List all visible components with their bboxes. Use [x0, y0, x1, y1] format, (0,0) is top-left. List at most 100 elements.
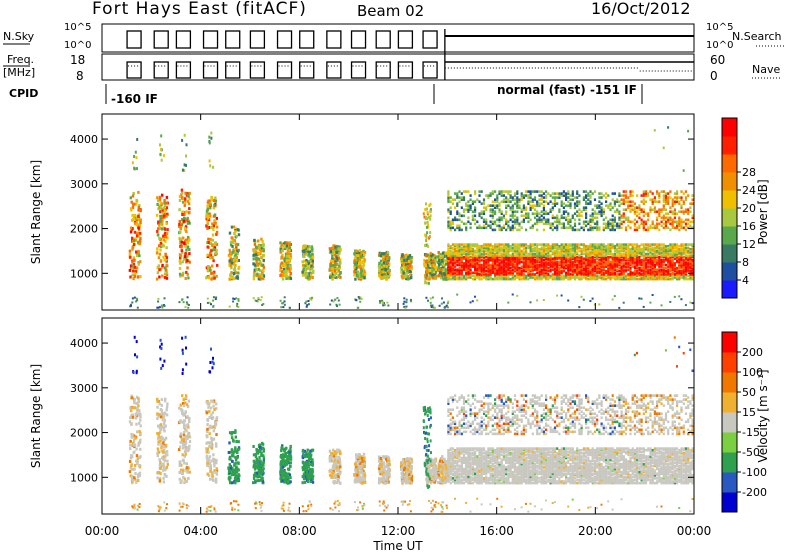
range-cell	[498, 220, 501, 224]
range-cell	[520, 220, 523, 224]
range-cell	[682, 251, 685, 254]
range-cell	[651, 274, 654, 278]
range-cell	[437, 261, 440, 265]
range-cell	[454, 276, 457, 279]
range-cell	[525, 243, 528, 246]
range-cell	[667, 249, 670, 253]
range-cell	[129, 264, 133, 268]
range-cell	[311, 261, 314, 265]
range-cell	[627, 262, 630, 265]
range-cell	[480, 266, 483, 270]
range-cell	[480, 263, 483, 267]
range-cell	[680, 262, 683, 265]
range-cell	[430, 263, 434, 267]
range-cell	[502, 251, 505, 254]
range-cell	[449, 226, 452, 230]
range-cell	[509, 249, 512, 253]
range-cell	[363, 250, 367, 254]
range-cell	[307, 253, 310, 257]
range-cell	[613, 254, 616, 257]
range-cell	[538, 202, 541, 205]
range-cell	[536, 246, 539, 250]
range-cell	[556, 263, 559, 267]
range-cell	[662, 222, 665, 226]
range-cell	[231, 236, 234, 240]
range-cell	[507, 198, 510, 201]
range-cell	[664, 251, 668, 254]
range-cell	[469, 276, 472, 279]
range-cell	[589, 244, 592, 248]
range-cell	[520, 273, 523, 276]
range-cell	[507, 251, 510, 254]
range-cell	[434, 270, 438, 274]
range-cell	[567, 273, 570, 276]
range-cell	[678, 228, 681, 232]
range-cell	[471, 216, 474, 220]
range-cell	[560, 259, 563, 262]
range-cell	[522, 208, 525, 211]
range-cell	[587, 192, 590, 195]
range-cell	[587, 248, 590, 251]
range-cell	[578, 200, 581, 203]
range-cell	[460, 254, 463, 257]
range-cell	[478, 224, 481, 228]
range-cell	[613, 244, 616, 248]
range-cell	[235, 227, 238, 231]
range-cell	[598, 254, 601, 257]
range-cell	[474, 218, 477, 222]
range-cell	[598, 265, 601, 268]
range-cell	[500, 254, 503, 257]
range-cell	[205, 212, 208, 216]
range-cell	[491, 277, 494, 281]
range-cell	[587, 263, 590, 267]
range-cell	[644, 266, 648, 270]
range-cell	[593, 266, 597, 270]
range-cell	[163, 297, 166, 300]
range-cell	[233, 247, 236, 251]
range-cell	[593, 198, 597, 201]
range-cell	[487, 265, 490, 268]
range-cell	[636, 214, 639, 218]
range-cell	[576, 204, 579, 207]
range-cell	[511, 208, 514, 211]
range-cell	[576, 244, 579, 248]
range-cell	[556, 246, 559, 250]
range-cell	[536, 266, 539, 270]
range-cell	[611, 266, 614, 270]
range-cell	[462, 262, 466, 265]
range-cell	[551, 251, 554, 254]
range-cell	[207, 237, 210, 241]
range-cell	[593, 248, 597, 251]
range-cell	[307, 303, 310, 306]
range-cell	[671, 260, 674, 264]
range-cell	[465, 204, 468, 207]
range-cell	[662, 269, 665, 273]
range-cell	[669, 246, 672, 250]
range-cell	[669, 262, 672, 265]
range-cell	[598, 274, 601, 278]
range-cell	[482, 271, 486, 275]
range-cell	[446, 306, 449, 309]
range-cell	[658, 246, 661, 250]
range-cell	[618, 249, 621, 253]
range-cell	[644, 273, 648, 276]
range-cell	[662, 259, 665, 262]
range-cell	[533, 204, 537, 207]
range-cell	[576, 268, 579, 271]
range-cell	[547, 277, 550, 281]
range-cell	[262, 274, 265, 278]
cpid-segment-1: -160 IF	[111, 92, 158, 106]
range-cell	[129, 230, 133, 234]
range-cell	[476, 276, 479, 279]
range-cell	[460, 277, 463, 281]
range-cell	[478, 274, 481, 278]
range-cell	[357, 296, 360, 298]
range-cell	[230, 271, 233, 275]
nsky-block	[397, 30, 414, 49]
range-cell	[538, 254, 541, 257]
range-cell	[629, 271, 632, 275]
range-cell	[482, 265, 486, 268]
range-cell	[447, 192, 450, 195]
range-cell	[567, 249, 570, 253]
range-cell	[215, 230, 219, 234]
